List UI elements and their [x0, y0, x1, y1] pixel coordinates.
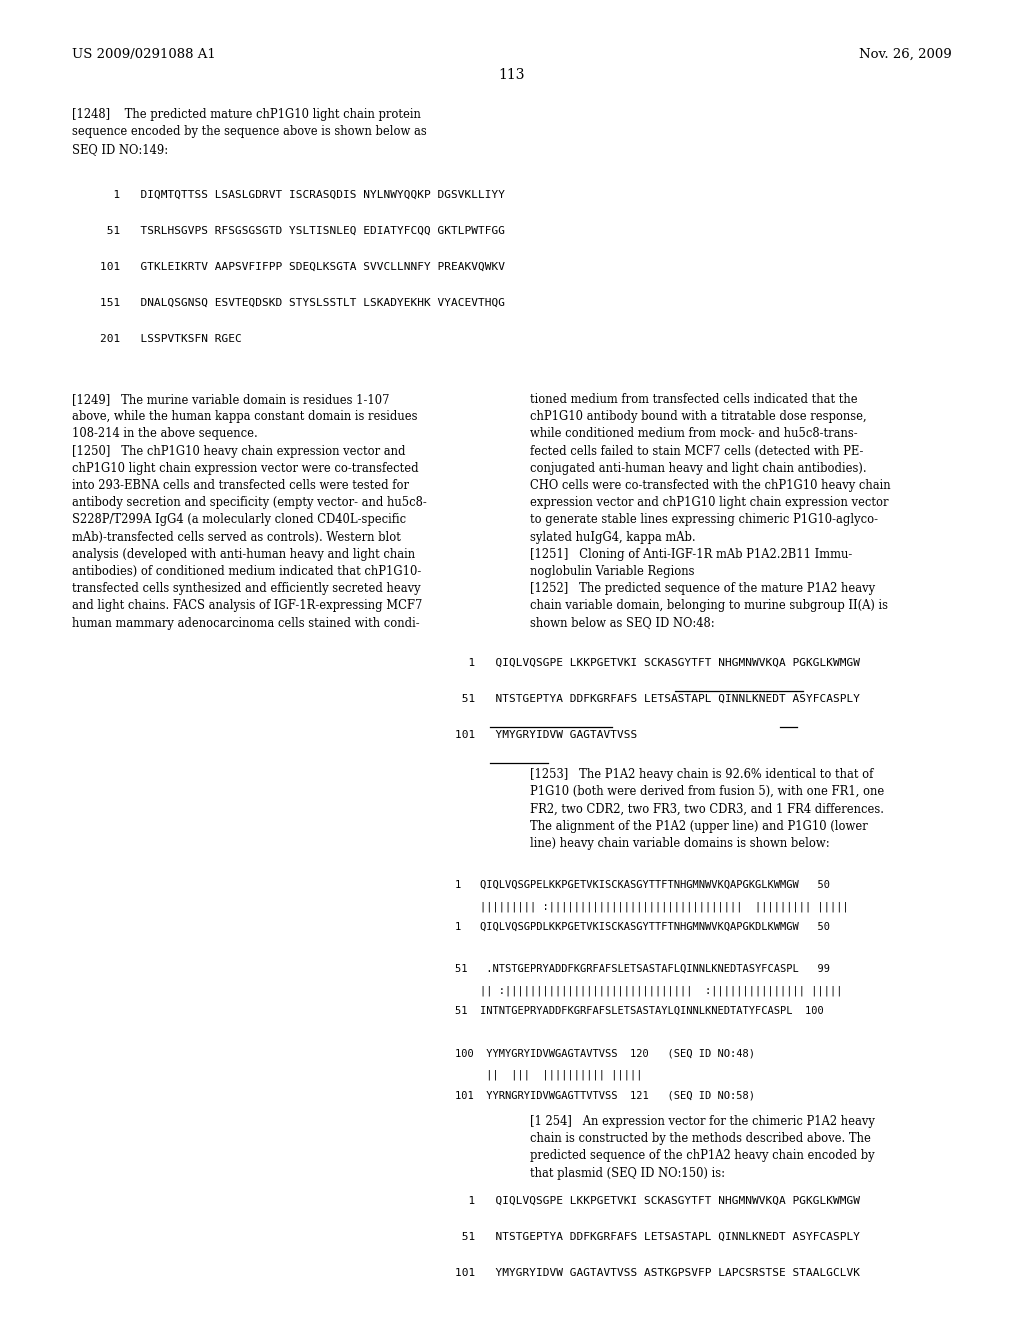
Text: 1   DIQMTQTTSS LSASLGDRVT ISCRASQDIS NYLNWYQQKP DGSVKLLIYY: 1 DIQMTQTTSS LSASLGDRVT ISCRASQDIS NYLNW… — [100, 190, 505, 201]
Text: 201   LSSPVTKSFN RGEC: 201 LSSPVTKSFN RGEC — [100, 334, 242, 345]
Text: 151   DNALQSGNSQ ESVTEQDSKD STYSLSSTLT LSKADYEKHK VYACEVTHQG: 151 DNALQSGNSQ ESVTEQDSKD STYSLSSTLT LSK… — [100, 298, 505, 308]
Text: || :||||||||||||||||||||||||||||||  :||||||||||||||| |||||: || :|||||||||||||||||||||||||||||| :||||… — [455, 985, 843, 995]
Text: [1 254]   An expression vector for the chimeric P1A2 heavy
chain is constructed : [1 254] An expression vector for the chi… — [530, 1115, 874, 1180]
Text: Nov. 26, 2009: Nov. 26, 2009 — [859, 48, 952, 61]
Text: [1248]    The predicted mature chP1G10 light chain protein
sequence encoded by t: [1248] The predicted mature chP1G10 ligh… — [72, 108, 427, 156]
Text: 51   .NTSTGEPRYADDFKGRFAFSLETSASTAFLQINNLKNEDTASYFCASPL   99: 51 .NTSTGEPRYADDFKGRFAFSLETSASTAFLQINNLK… — [455, 964, 830, 974]
Text: ||||||||| :|||||||||||||||||||||||||||||||  ||||||||| |||||: ||||||||| :|||||||||||||||||||||||||||||… — [455, 902, 849, 912]
Text: 101   YMYGRYIDVW GAGTAVTVSS ASTKGPSVFP LAPCSRSTSE STAALGCLVK: 101 YMYGRYIDVW GAGTAVTVSS ASTKGPSVFP LAP… — [455, 1269, 860, 1278]
Text: US 2009/0291088 A1: US 2009/0291088 A1 — [72, 48, 216, 61]
Text: 51   NTSTGEPTYA DDFKGRFAFS LETSASTAPL QINNLKNEDT ASYFCASPLY: 51 NTSTGEPTYA DDFKGRFAFS LETSASTAPL QINN… — [455, 1232, 860, 1242]
Text: 51  INTNTGEPRYADDFKGRFAFSLETSASTAYLQINNLKNEDTATYFCASPL  100: 51 INTNTGEPRYADDFKGRFAFSLETSASTAYLQINNLK… — [455, 1006, 823, 1016]
Text: [1253]   The P1A2 heavy chain is 92.6% identical to that of
P1G10 (both were der: [1253] The P1A2 heavy chain is 92.6% ide… — [530, 768, 885, 850]
Text: 1   QIQLVQSGPELKKPGETVKISCKASGYTTFTNHGMNWVKQAPGKGLKWMGW   50: 1 QIQLVQSGPELKKPGETVKISCKASGYTTFTNHGMNWV… — [455, 880, 830, 890]
Text: 101   GTKLEIKRTV AAPSVFIFPP SDEQLKSGTA SVVCLLNNFY PREAKVQWKV: 101 GTKLEIKRTV AAPSVFIFPP SDEQLKSGTA SVV… — [100, 261, 505, 272]
Text: tioned medium from transfected cells indicated that the
chP1G10 antibody bound w: tioned medium from transfected cells ind… — [530, 393, 891, 630]
Text: 101  YYRNGRYIDVWGAGTTVTVSS  121   (SEQ ID NO:58): 101 YYRNGRYIDVWGAGTTVTVSS 121 (SEQ ID NO… — [455, 1090, 755, 1100]
Text: [1249]   The murine variable domain is residues 1-107
above, while the human kap: [1249] The murine variable domain is res… — [72, 393, 427, 630]
Text: 113: 113 — [499, 69, 525, 82]
Text: ||  |||  |||||||||| |||||: || ||| |||||||||| ||||| — [455, 1069, 642, 1080]
Text: 100  YYMYGRYIDVWGAGTAVTVSS  120   (SEQ ID NO:48): 100 YYMYGRYIDVWGAGTAVTVSS 120 (SEQ ID NO… — [455, 1048, 755, 1059]
Text: 51   TSRLHSGVPS RFSGSGSGTD YSLTISNLEQ EDIATYFCQQ GKTLPWTFGG: 51 TSRLHSGVPS RFSGSGSGTD YSLTISNLEQ EDIA… — [100, 226, 505, 236]
Text: 51   NTSTGEPTYA DDFKGRFAFS LETSASTAPL QINNLKNEDT ASYFCASPLY: 51 NTSTGEPTYA DDFKGRFAFS LETSASTAPL QINN… — [455, 694, 860, 704]
Text: 1   QIQLVQSGPDLKKPGETVKISCKASGYTTFTNHGMNWVKQAPGKDLKWMGW   50: 1 QIQLVQSGPDLKKPGETVKISCKASGYTTFTNHGMNWV… — [455, 921, 830, 932]
Text: 1   QIQLVQSGPE LKKPGETVKI SCKASGYTFT NHGMNWVKQA PGKGLKWMGW: 1 QIQLVQSGPE LKKPGETVKI SCKASGYTFT NHGMN… — [455, 657, 860, 668]
Text: 1   QIQLVQSGPE LKKPGETVKI SCKASGYTFT NHGMNWVKQA PGKGLKWMGW: 1 QIQLVQSGPE LKKPGETVKI SCKASGYTFT NHGMN… — [455, 1196, 860, 1206]
Text: 101   YMYGRYIDVW GAGTAVTVSS: 101 YMYGRYIDVW GAGTAVTVSS — [455, 730, 637, 741]
